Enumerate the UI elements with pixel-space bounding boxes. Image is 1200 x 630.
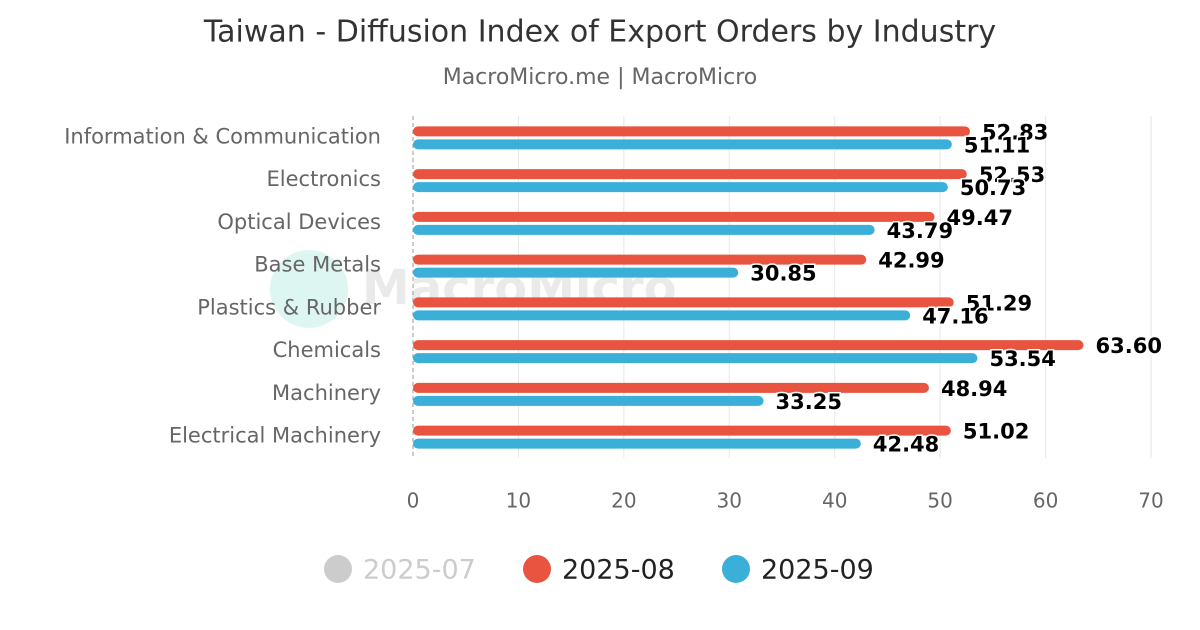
chart-title: Taiwan - Diffusion Index of Export Order… [203, 15, 996, 50]
y-tick-label: Information & Communication [64, 124, 381, 148]
y-tick-label: Plastics & Rubber [197, 295, 381, 319]
bar [413, 353, 978, 364]
data-label: 30.85 [750, 262, 816, 286]
bar [413, 382, 929, 393]
y-tick-label: Machinery [272, 381, 381, 405]
x-tick-label: 70 [1138, 489, 1163, 513]
legend-marker[interactable] [722, 555, 750, 583]
data-label: 51.29 [966, 291, 1032, 315]
x-tick-label: 30 [717, 489, 742, 513]
data-label: 52.53 [979, 163, 1045, 187]
bar [413, 310, 911, 321]
y-tick-label: Base Metals [254, 253, 381, 277]
data-label: 50.73 [960, 176, 1026, 200]
chart-subtitle: MacroMicro.me | MacroMicro [443, 65, 758, 90]
data-label: 52.83 [982, 120, 1048, 144]
data-label: 49.47 [947, 206, 1013, 230]
bar [413, 425, 951, 436]
x-tick-label: 20 [611, 489, 636, 513]
watermark-logo [270, 250, 348, 328]
y-tick-label: Optical Devices [217, 210, 381, 234]
data-label: 47.16 [922, 304, 988, 328]
x-tick-label: 60 [1033, 489, 1058, 513]
bar [413, 126, 970, 137]
bar [413, 139, 952, 150]
y-tick-label: Electrical Machinery [169, 424, 381, 448]
bar [413, 297, 954, 308]
legend-label[interactable]: 2025-09 [761, 555, 874, 586]
bar [413, 211, 935, 222]
bar [413, 182, 948, 193]
data-label: 63.60 [1096, 334, 1162, 358]
data-label: 42.48 [873, 433, 939, 457]
legend-label[interactable]: 2025-08 [562, 555, 675, 586]
legend-label[interactable]: 2025-07 [363, 555, 476, 586]
x-tick-label: 40 [822, 489, 847, 513]
legend-marker[interactable] [324, 555, 352, 583]
data-label: 43.79 [887, 219, 953, 243]
data-label: 33.25 [776, 390, 842, 414]
bar [413, 254, 867, 265]
y-tick-label: Electronics [267, 167, 381, 191]
bar [413, 340, 1084, 351]
bar [413, 438, 861, 449]
bar [413, 224, 875, 235]
x-tick-label: 0 [407, 489, 420, 513]
data-label: 48.94 [941, 377, 1007, 401]
legend-marker[interactable] [523, 555, 551, 583]
data-label: 51.11 [964, 133, 1030, 157]
bar [413, 395, 764, 406]
y-tick-label: Chemicals [273, 338, 381, 362]
data-label: 51.02 [963, 420, 1029, 444]
data-label: 53.54 [989, 347, 1055, 371]
x-tick-label: 10 [506, 489, 531, 513]
x-tick-label: 50 [927, 489, 952, 513]
data-label: 42.99 [878, 249, 944, 273]
bar [413, 267, 739, 278]
bar [413, 169, 967, 180]
